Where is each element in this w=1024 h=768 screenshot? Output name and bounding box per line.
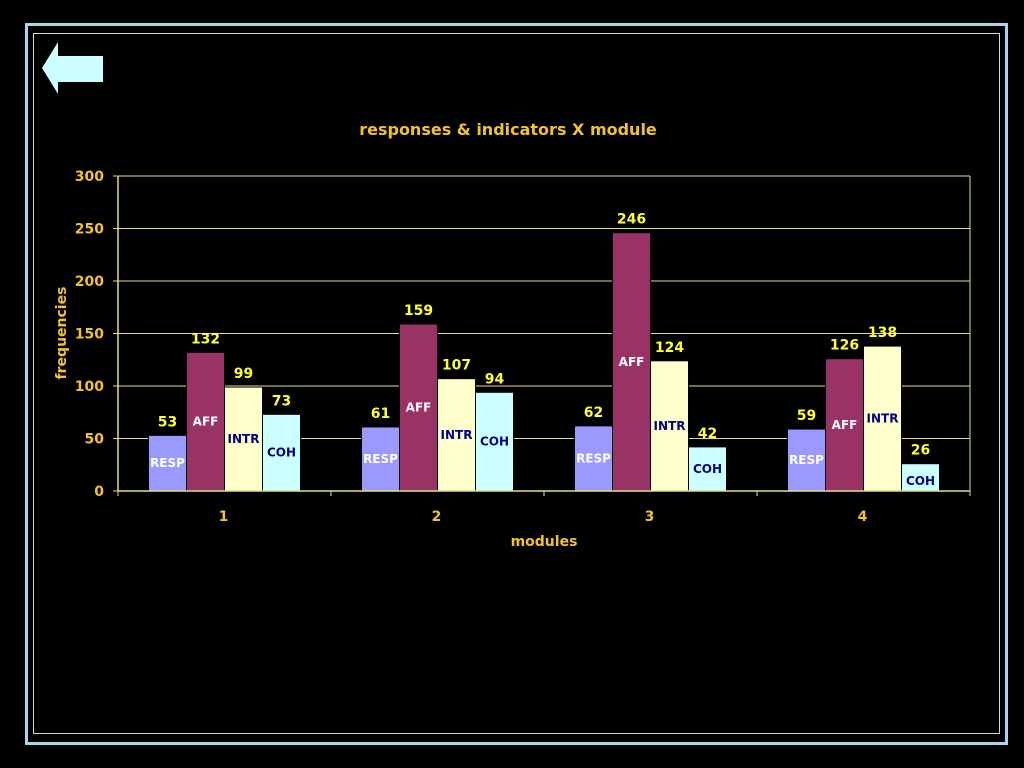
series-label: RESP <box>150 456 185 470</box>
series-label: AFF <box>406 401 432 415</box>
bar-series: 53 RESP 61 RESP 62 RESP 59 RESP 132 AFF 159 AFF 246 A… <box>148 212 940 492</box>
series-label: RESP <box>789 453 824 467</box>
x-tick-label: 1 <box>219 509 229 525</box>
x-tick-label: 3 <box>645 509 655 525</box>
value-label: 126 <box>830 338 859 354</box>
series-label: INTR <box>228 432 260 446</box>
series-label: AFF <box>619 355 645 369</box>
value-label: 132 <box>191 331 220 347</box>
x-axis-title: modules <box>511 534 578 550</box>
value-label: 124 <box>655 340 684 356</box>
value-label: 61 <box>371 406 390 422</box>
bar-intr <box>437 378 476 492</box>
bar-coh <box>475 391 514 492</box>
bar-coh <box>688 446 727 492</box>
series-label: COH <box>906 474 935 488</box>
y-tick-labels: 0 50 100 150 200 250 300 <box>75 169 104 500</box>
value-label: 99 <box>234 366 253 382</box>
y-tick-label: 150 <box>75 327 104 343</box>
series-label: RESP <box>576 451 611 465</box>
bar-coh <box>262 413 301 492</box>
y-tick-label: 100 <box>75 379 104 395</box>
series-label: INTR <box>867 412 899 426</box>
bar-coh <box>901 463 940 492</box>
slide-outer-frame <box>25 23 1008 745</box>
bar-resp <box>787 428 826 492</box>
series-label: RESP <box>363 452 398 466</box>
y-tick-label: 50 <box>85 432 105 448</box>
series-label: INTR <box>441 428 473 442</box>
value-label: 138 <box>868 325 897 341</box>
y-tick-label: 200 <box>75 274 104 290</box>
bar-intr <box>863 345 902 492</box>
y-tick-label: 250 <box>75 222 104 238</box>
bar-intr <box>650 360 689 492</box>
series-label: COH <box>267 446 296 460</box>
value-label: 94 <box>485 371 505 387</box>
y-tick-label: 0 <box>94 484 104 500</box>
series-label: INTR <box>654 419 686 433</box>
slide-inner-frame <box>33 33 1000 734</box>
left-arrow-icon <box>42 42 103 94</box>
value-label: 42 <box>698 426 717 442</box>
series-label: COH <box>480 435 509 449</box>
axes <box>117 176 971 496</box>
value-label: 159 <box>404 303 433 319</box>
value-label: 246 <box>617 212 646 228</box>
series-label: AFF <box>193 415 219 429</box>
value-label: 59 <box>797 408 816 424</box>
value-label: 53 <box>158 414 177 430</box>
y-tick-label: 300 <box>75 169 104 185</box>
x-tick-label: 4 <box>858 509 868 525</box>
bar-resp <box>361 426 400 492</box>
bar-intr <box>224 386 263 492</box>
x-tick-labels: 1 2 3 4 <box>219 509 868 525</box>
series-label: AFF <box>832 418 858 432</box>
back-button[interactable] <box>40 40 106 96</box>
value-label: 26 <box>911 443 930 459</box>
value-label: 62 <box>584 405 603 421</box>
value-label: 107 <box>442 358 471 374</box>
bar-resp <box>148 434 187 492</box>
bar-resp <box>574 425 613 492</box>
y-axis-title: frequencies <box>54 287 70 380</box>
value-label: 73 <box>272 393 291 409</box>
x-tick-label: 2 <box>432 509 442 525</box>
series-label: COH <box>693 462 722 476</box>
chart-title: responses & indicators X module <box>359 120 657 139</box>
